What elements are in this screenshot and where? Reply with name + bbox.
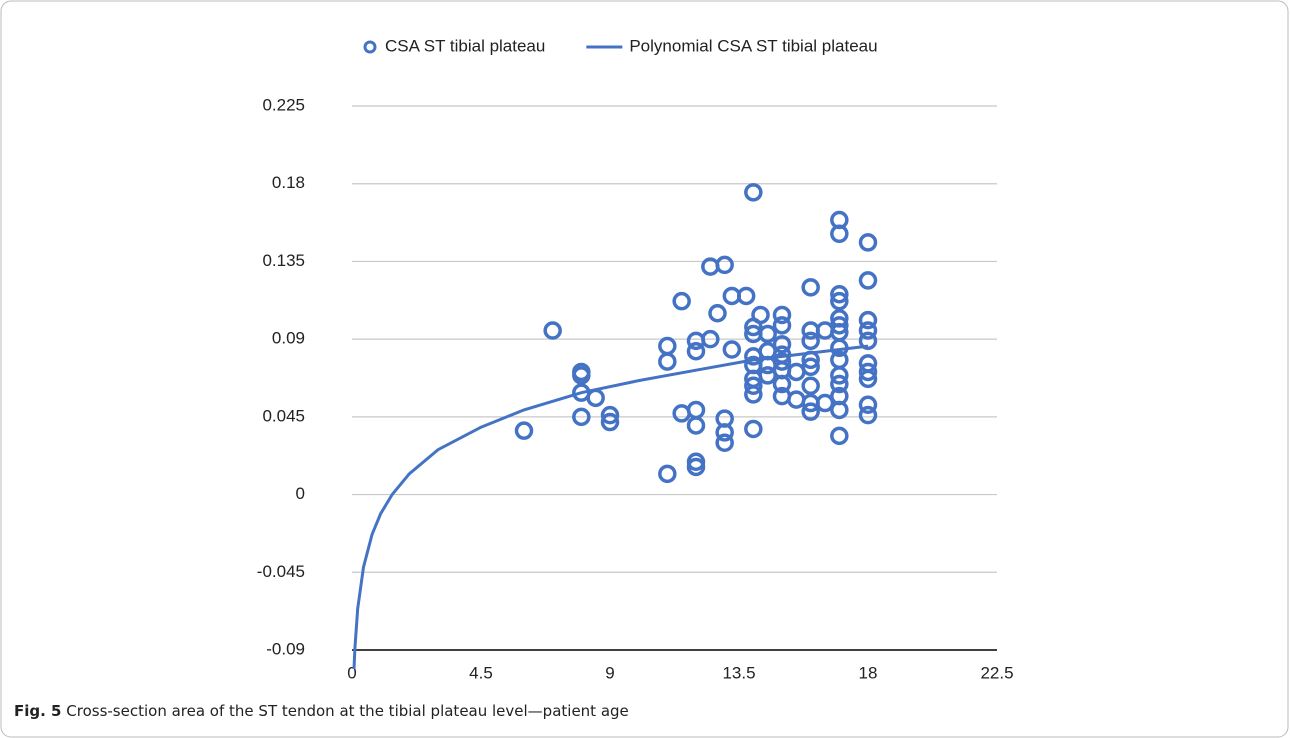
scatter-point	[672, 291, 691, 311]
scatter-point	[830, 291, 849, 311]
scatter-point	[744, 419, 763, 439]
scatter-point	[514, 421, 534, 440]
scatter-point	[715, 433, 734, 453]
scatter-point	[600, 412, 620, 432]
scatter-point	[751, 305, 770, 325]
x-tick-label: 4.5	[469, 663, 493, 682]
y-tick-label: 0.09	[272, 329, 305, 348]
caption-text: Cross-section area of the ST tendon at t…	[66, 702, 629, 720]
scatter-point	[772, 352, 792, 371]
y-tick-label: 0	[296, 484, 305, 503]
scatter-point	[543, 321, 562, 340]
y-tick-label: -0.09	[266, 639, 305, 658]
caption: Fig. 5 Cross-section area of the ST tend…	[14, 702, 629, 720]
scatter-point	[858, 369, 878, 389]
scatter-point	[708, 303, 727, 323]
x-tick-label: 18	[859, 663, 878, 682]
y-tick-label: -0.045	[257, 562, 305, 581]
scatter-point	[744, 183, 763, 202]
y-tick-label: 0.045	[262, 406, 305, 425]
scatter-point	[787, 390, 806, 409]
scatter-point	[830, 374, 849, 394]
scatter-point	[858, 405, 878, 425]
scatter-point	[830, 426, 849, 446]
scatter-point	[672, 404, 691, 423]
scatter-point	[600, 405, 620, 425]
legend-marker	[363, 40, 377, 54]
scatter-point	[658, 464, 677, 484]
trend-line	[352, 344, 869, 670]
scatter-point	[701, 329, 720, 349]
scatter-point	[858, 310, 878, 330]
caption-label: Fig. 5	[14, 702, 62, 720]
scatter-point	[686, 341, 706, 361]
scatter-point	[744, 385, 763, 404]
scatter-point	[572, 407, 591, 427]
scatter-point	[658, 336, 677, 356]
scatter-point	[772, 374, 792, 394]
scatter-point	[772, 305, 792, 325]
scatter-point	[801, 278, 820, 297]
scatter-point	[830, 366, 849, 385]
scatter-point	[858, 271, 878, 290]
legend-label: CSA ST tibial plateau	[385, 36, 545, 55]
scatter-point	[715, 423, 734, 442]
scatter-point	[858, 395, 878, 415]
y-tick-label: 0.135	[262, 251, 305, 270]
y-tick-label: 0.18	[272, 173, 305, 192]
scatter-point	[686, 416, 706, 435]
scatter-point	[830, 400, 849, 420]
scatter-point	[801, 376, 820, 396]
x-tick-label: 9	[605, 663, 614, 682]
scatter-point	[658, 352, 677, 371]
scatter-point	[586, 388, 605, 408]
scatter-point	[772, 316, 792, 335]
scatter-point	[772, 335, 792, 354]
x-tick-label: 22.5	[980, 663, 1013, 682]
scatter-point	[801, 357, 820, 377]
scatter-point	[572, 366, 591, 385]
legend-label: Polynomial CSA ST tibial plateau	[629, 36, 877, 55]
scatter-point	[830, 224, 849, 244]
scatter-point	[858, 362, 878, 382]
scatter-point	[858, 331, 878, 351]
y-tick-label: 0.225	[262, 95, 305, 114]
scatter-point	[744, 376, 763, 396]
scatter-point	[758, 324, 777, 344]
scatter-point	[858, 233, 878, 252]
scatter-point	[858, 321, 878, 340]
scatter-point	[722, 340, 742, 359]
scatter-point	[830, 316, 849, 335]
scatter-point	[736, 286, 756, 306]
scatter-point	[830, 284, 849, 304]
scatter-point	[686, 457, 706, 477]
scatter-point	[801, 331, 820, 351]
scatter-point	[686, 400, 706, 420]
x-tick-label: 0	[347, 663, 356, 682]
scatter-point	[715, 255, 734, 275]
scatter-point	[801, 402, 820, 421]
scatter-point	[815, 393, 835, 413]
x-tick-label: 13.5	[722, 663, 755, 682]
